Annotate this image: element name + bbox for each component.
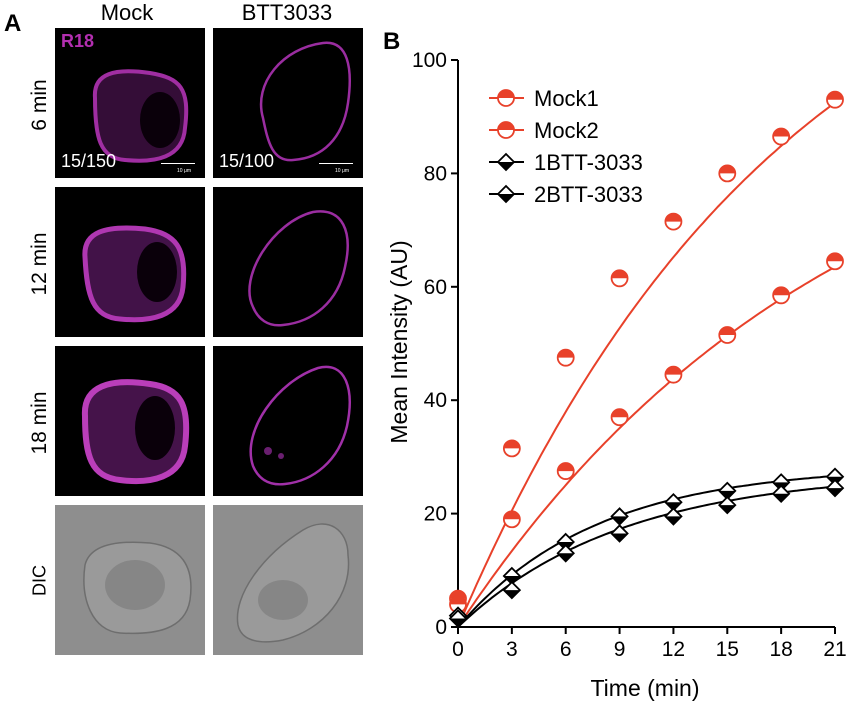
scale-bar-text: 10 μm — [177, 168, 191, 174]
x-tick-label: 6 — [560, 638, 572, 661]
data-point — [826, 90, 844, 109]
x-axis-label: Time (min) — [590, 675, 699, 701]
data-point — [502, 510, 521, 529]
legend-marker — [497, 121, 515, 139]
data-point — [771, 484, 791, 504]
data-point — [772, 127, 791, 146]
data-point — [718, 326, 737, 344]
x-tick-label: 18 — [769, 638, 792, 661]
legend-marker — [496, 152, 516, 172]
data-point — [556, 532, 575, 552]
column-title-mock: Mock — [100, 0, 154, 25]
fit-curve — [457, 266, 836, 628]
data-point — [664, 365, 683, 384]
x-tick-label: 9 — [614, 638, 626, 661]
legend-marker — [496, 184, 516, 204]
legend-label: 1BTT-3033 — [534, 150, 643, 175]
scale-bar — [161, 163, 195, 164]
row-label-12min: 12 min — [28, 232, 51, 296]
data-point — [502, 580, 522, 600]
x-tick-label: 0 — [452, 638, 464, 661]
panel-a-label: A — [4, 10, 22, 37]
image-btt3033-6min: 15/100 10 μm — [213, 28, 363, 178]
data-point — [825, 478, 845, 498]
y-tick-label: 40 — [424, 389, 447, 412]
data-point — [556, 348, 575, 367]
y-tick-label: 60 — [424, 276, 447, 299]
data-point — [826, 252, 844, 271]
image-mock-6min: R18 15/150 10 μm — [55, 28, 205, 178]
image-mock-12min — [55, 187, 205, 337]
image-mock-18min — [55, 346, 205, 496]
row-label-18min: 18 min — [28, 391, 51, 455]
y-axis-label: Mean Intensity (AU) — [386, 240, 412, 443]
data-point — [610, 269, 629, 288]
x-tick-label: 3 — [506, 638, 518, 661]
legend-marker — [497, 89, 515, 107]
data-point — [610, 524, 629, 543]
data-point — [718, 495, 737, 515]
x-tick-label: 12 — [662, 638, 685, 661]
legend-label: Mock2 — [534, 118, 599, 143]
image-btt3033-dic — [213, 505, 363, 655]
data-point — [502, 439, 521, 458]
x-tick-label: 21 — [823, 638, 846, 661]
column-title-btt3033: BTT3033 — [241, 0, 333, 25]
image-btt3033-18min — [213, 346, 363, 496]
data-point — [664, 212, 683, 231]
count-label-mock: 15/150 — [61, 151, 117, 171]
row-label-dic: DIC — [29, 565, 50, 596]
scale-bar — [319, 163, 353, 164]
row-label-6min: 6 min — [28, 79, 51, 131]
legend-label: Mock1 — [534, 86, 599, 111]
count-label-btt3033: 15/100 — [219, 151, 275, 171]
panel-b-label: B — [383, 28, 401, 55]
y-tick-label: 0 — [435, 616, 447, 639]
fit-curve — [457, 474, 836, 628]
channel-label-r18: R18 — [61, 31, 95, 51]
data-point — [556, 544, 575, 563]
line-chart: 0 20 40 60 80 100 0 3 6 9 12 15 18 21 Mock1 Mock2 1BTT-… — [380, 40, 850, 706]
data-point — [448, 609, 468, 628]
y-tick-label: 80 — [424, 162, 447, 185]
data-point — [610, 507, 629, 526]
data-point — [610, 408, 629, 427]
image-btt3033-12min — [213, 187, 363, 337]
data-point — [772, 286, 791, 305]
legend-label: 2BTT-3033 — [534, 182, 643, 207]
data-point — [556, 462, 575, 480]
y-tick-label: 100 — [412, 49, 447, 72]
x-tick-label: 15 — [716, 638, 739, 661]
scale-bar-text: 10 μm — [335, 168, 349, 174]
fit-curve — [457, 101, 836, 628]
data-point — [664, 507, 683, 526]
data-point — [718, 164, 737, 183]
image-mock-dic — [55, 505, 205, 655]
y-tick-label: 20 — [424, 503, 447, 526]
